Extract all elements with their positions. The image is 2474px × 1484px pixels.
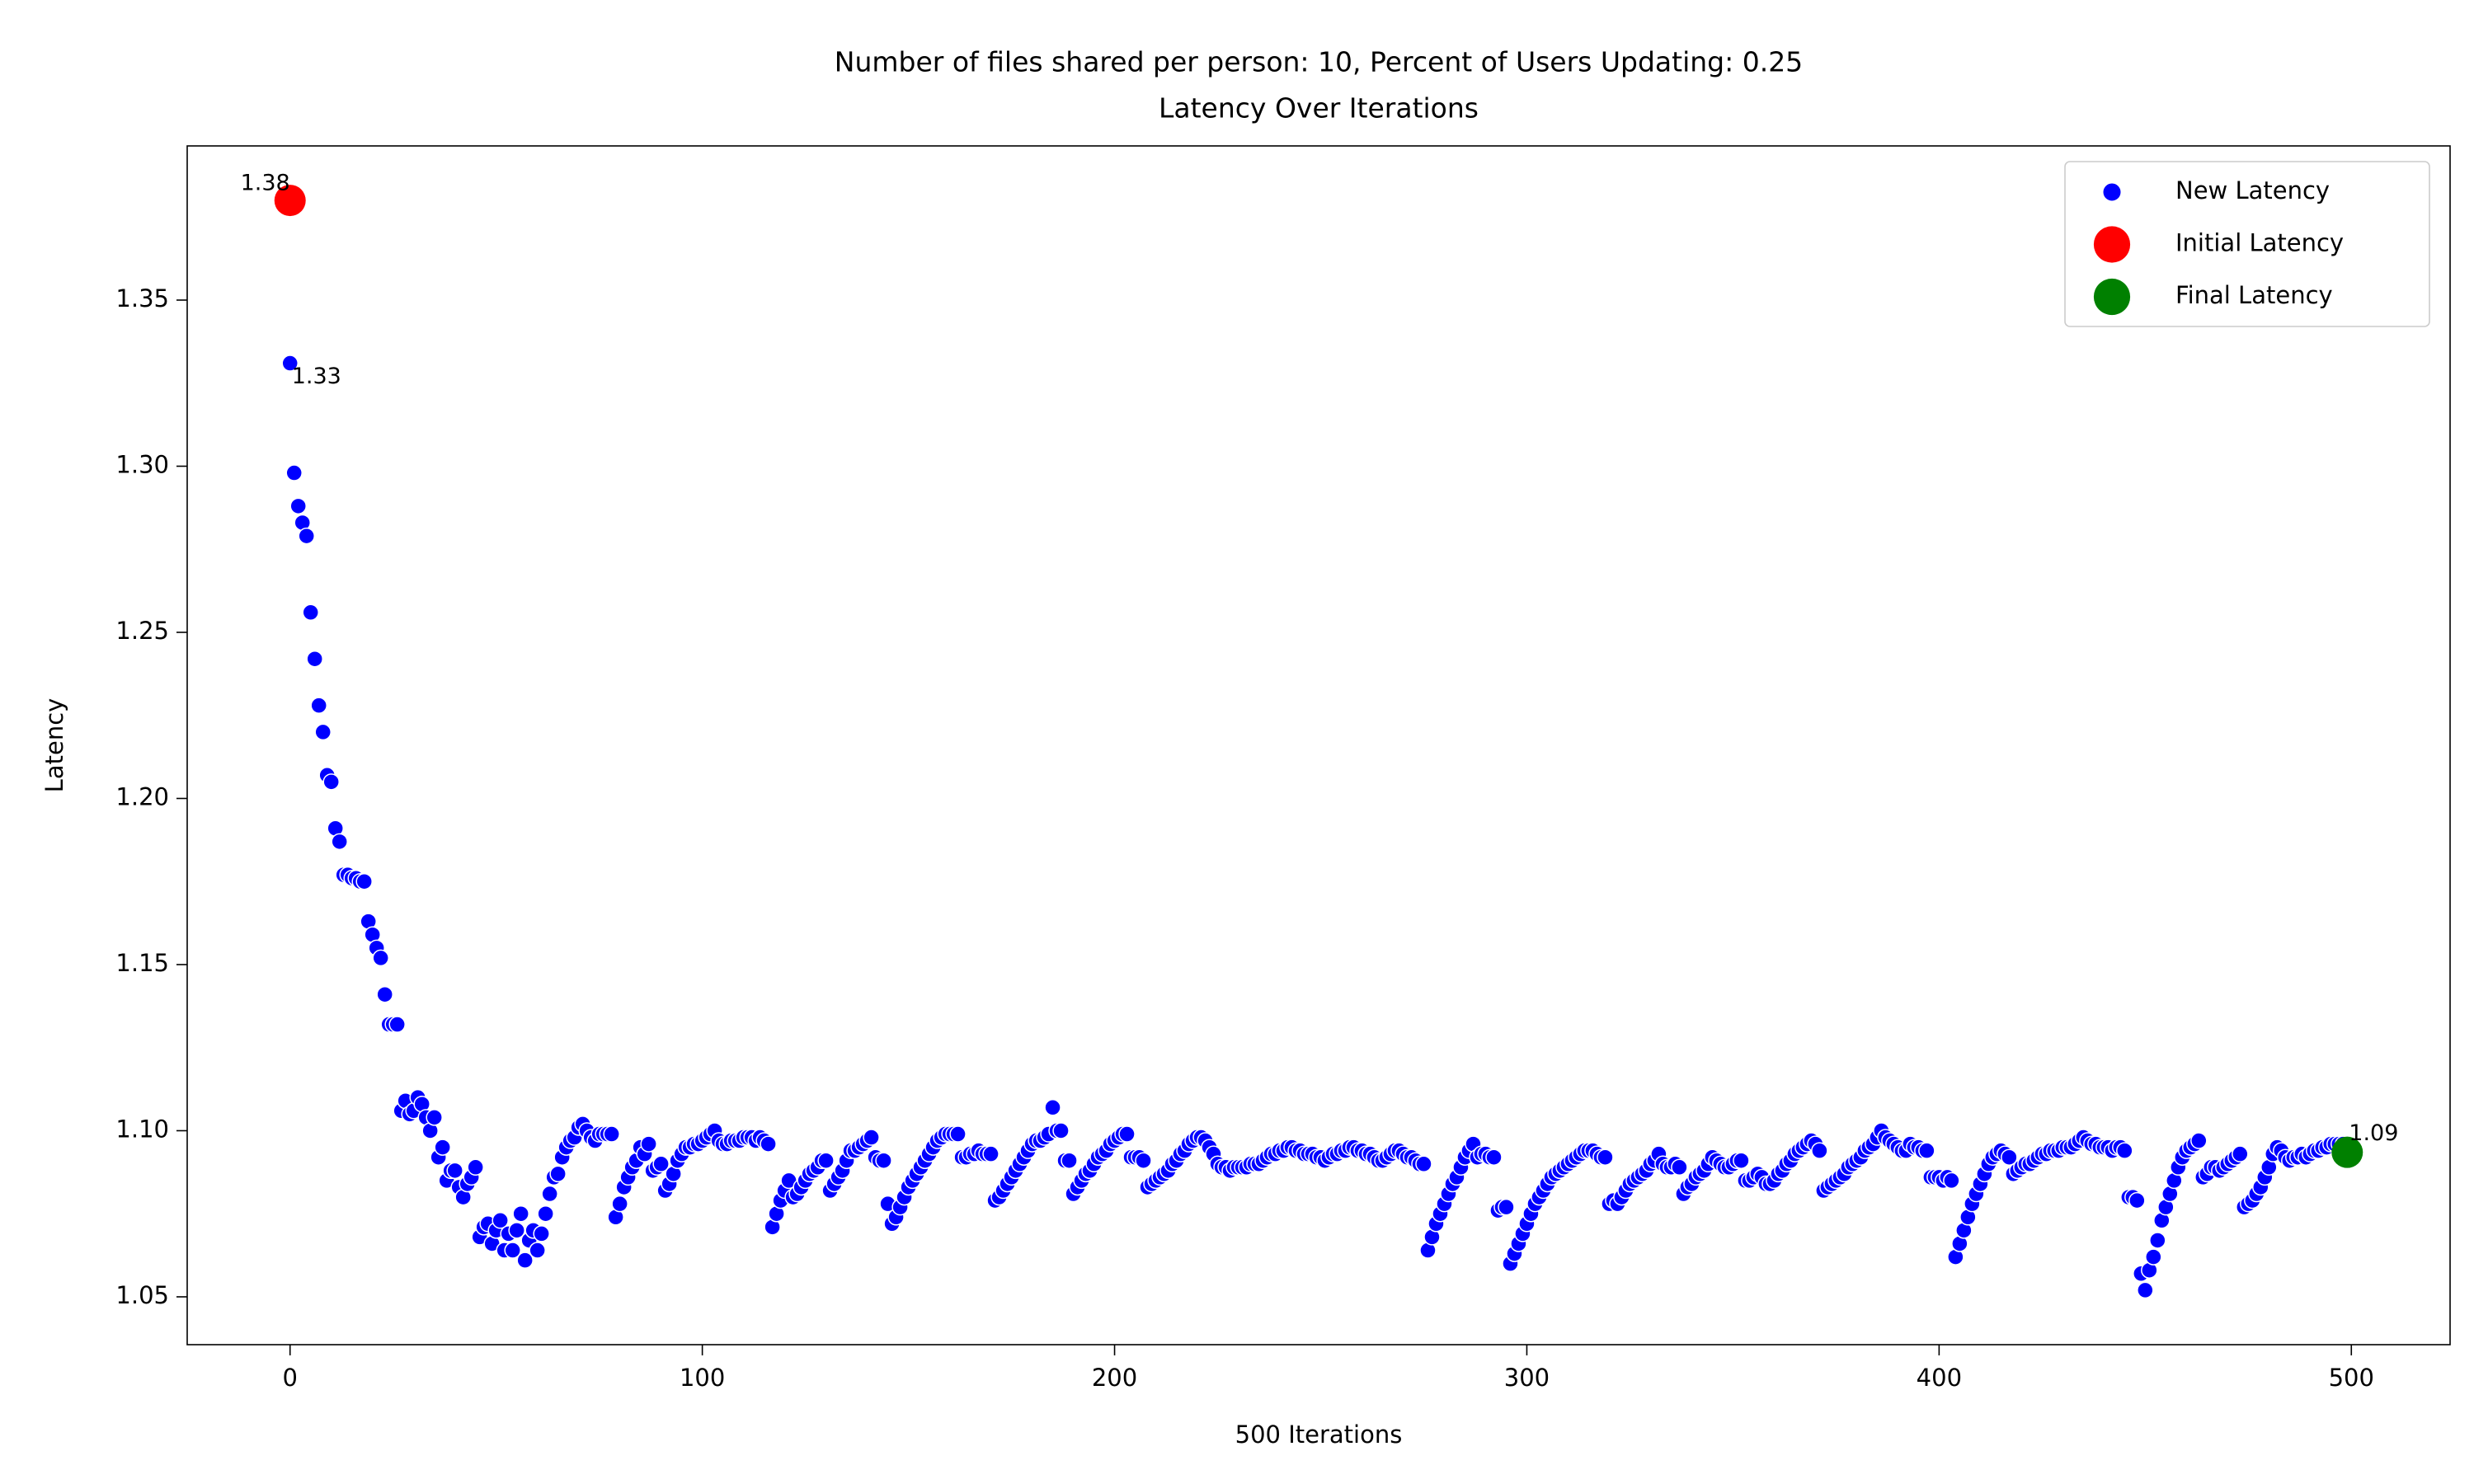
legend-marker: [2102, 182, 2122, 202]
y-tick-label: 1.25: [115, 617, 169, 645]
y-tick-label: 1.35: [115, 284, 169, 312]
point: [1061, 1152, 1078, 1169]
point: [310, 697, 327, 714]
point: [426, 1109, 443, 1126]
y-tick-label: 1.30: [115, 450, 169, 478]
point: [516, 1252, 534, 1269]
point: [1118, 1125, 1136, 1143]
chart-subtitle: Latency Over Iterations: [1159, 92, 1479, 124]
annotation: 1.09: [2349, 1120, 2398, 1146]
point: [281, 355, 299, 372]
legend-marker: [2093, 226, 2131, 263]
point: [372, 949, 389, 967]
point: [541, 1185, 558, 1203]
series: [2331, 1136, 2363, 1168]
point: [1135, 1152, 1152, 1169]
point: [322, 773, 340, 791]
legend-label: Initial Latency: [2175, 229, 2344, 257]
point: [504, 1242, 521, 1259]
point: [388, 1016, 406, 1033]
point: [1415, 1155, 1432, 1173]
point: [285, 464, 303, 481]
legend-label: New Latency: [2175, 176, 2330, 204]
y-tick-label: 1.15: [115, 949, 169, 977]
point: [2145, 1248, 2162, 1266]
legend-label: Final Latency: [2175, 281, 2333, 309]
point: [2331, 1136, 2363, 1168]
point: [1733, 1152, 1750, 1169]
y-tick-label: 1.20: [115, 782, 169, 810]
point: [549, 1165, 567, 1183]
point: [1671, 1158, 1688, 1176]
point: [274, 185, 306, 217]
point: [533, 1225, 550, 1242]
x-axis-label: 500 Iterations: [1235, 1421, 1403, 1449]
point: [2149, 1232, 2166, 1249]
point: [298, 527, 315, 545]
legend-marker: [2093, 278, 2131, 316]
point: [640, 1135, 657, 1153]
point: [376, 985, 393, 1003]
point: [1485, 1148, 1503, 1166]
point: [2190, 1132, 2208, 1149]
point: [467, 1158, 484, 1176]
x-tick-label: 0: [283, 1364, 298, 1392]
point: [289, 497, 307, 515]
x-tick-label: 200: [1092, 1364, 1137, 1392]
x-tick-label: 500: [2329, 1364, 2374, 1392]
x-tick-label: 300: [1504, 1364, 1550, 1392]
point: [314, 723, 332, 741]
point: [2137, 1281, 2154, 1299]
point: [1052, 1122, 1070, 1139]
point: [652, 1155, 670, 1173]
point: [1943, 1172, 1960, 1190]
point: [817, 1152, 835, 1169]
x-tick-label: 100: [680, 1364, 725, 1392]
series: [274, 185, 306, 217]
point: [875, 1152, 892, 1169]
y-tick-label: 1.05: [115, 1281, 169, 1309]
point: [446, 1162, 463, 1180]
point: [508, 1222, 525, 1239]
point: [537, 1205, 554, 1223]
point: [760, 1135, 777, 1153]
series: [281, 355, 2352, 1299]
point: [1597, 1148, 1614, 1166]
point: [2001, 1148, 2018, 1166]
point: [949, 1125, 967, 1143]
point: [1918, 1142, 1935, 1159]
point: [2128, 1191, 2146, 1209]
y-axis-label: Latency: [40, 698, 68, 793]
point: [529, 1242, 546, 1259]
annotation: 1.38: [241, 171, 290, 196]
point: [355, 872, 373, 890]
point: [603, 1125, 620, 1143]
point: [306, 650, 323, 668]
point: [1044, 1099, 1061, 1116]
legend-box: [2064, 161, 2430, 327]
point: [1811, 1142, 1828, 1159]
point: [331, 833, 348, 851]
point: [2232, 1145, 2249, 1162]
y-tick-label: 1.10: [115, 1115, 169, 1143]
x-tick-label: 400: [1917, 1364, 1962, 1392]
point: [1498, 1198, 1515, 1216]
annotation: 1.33: [292, 364, 341, 389]
point: [492, 1212, 509, 1229]
chart-title: Number of files shared per person: 10, P…: [835, 46, 1803, 78]
point: [434, 1139, 451, 1156]
point: [512, 1205, 529, 1223]
point: [2116, 1142, 2133, 1159]
point: [302, 603, 319, 622]
point: [611, 1195, 628, 1213]
plot-frame: [186, 145, 2451, 1345]
point: [982, 1145, 999, 1162]
point: [863, 1129, 880, 1146]
